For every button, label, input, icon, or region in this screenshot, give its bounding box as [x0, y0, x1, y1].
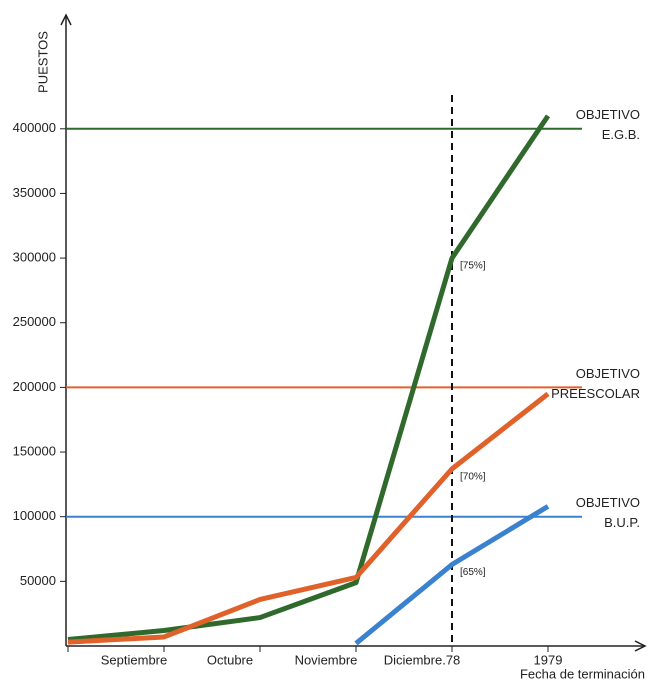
x-tick-label: 1979 — [534, 652, 563, 667]
y-tick-label: 400000 — [13, 120, 56, 135]
x-axis-label: Fecha de terminación — [520, 666, 645, 681]
y-tick-label: 200000 — [13, 379, 56, 394]
x-tick-label: Octubre — [207, 652, 253, 667]
target-label: OBJETIVO — [576, 107, 640, 122]
series-line — [67, 114, 551, 643]
x-tick-label: Diciembre.78 — [384, 652, 461, 667]
y-axis-label: PUESTOS — [35, 31, 50, 93]
series-line — [354, 504, 550, 646]
x-tick-label: Noviembre — [295, 652, 358, 667]
x-tick-label: Septiembre — [101, 652, 167, 667]
annotation: [65%] — [460, 567, 486, 578]
target-label: OBJETIVO — [576, 495, 640, 510]
target-label: B.U.P. — [604, 515, 640, 530]
target-label: PREESCOLAR — [551, 386, 640, 401]
y-tick-label: 250000 — [13, 314, 56, 329]
series-line — [67, 391, 550, 645]
y-tick-label: 300000 — [13, 250, 56, 265]
annotation: [70%] — [460, 471, 486, 482]
target-label: E.G.B. — [602, 127, 640, 142]
y-tick-label: 350000 — [13, 185, 56, 200]
annotation: [75%] — [460, 261, 486, 272]
y-tick-label: 150000 — [13, 443, 56, 458]
y-tick-label: 100000 — [13, 508, 56, 523]
x-axis-arrow — [634, 640, 647, 652]
y-axis-arrow — [60, 13, 72, 26]
target-label: OBJETIVO — [576, 366, 640, 381]
y-tick-label: 50000 — [20, 573, 56, 588]
